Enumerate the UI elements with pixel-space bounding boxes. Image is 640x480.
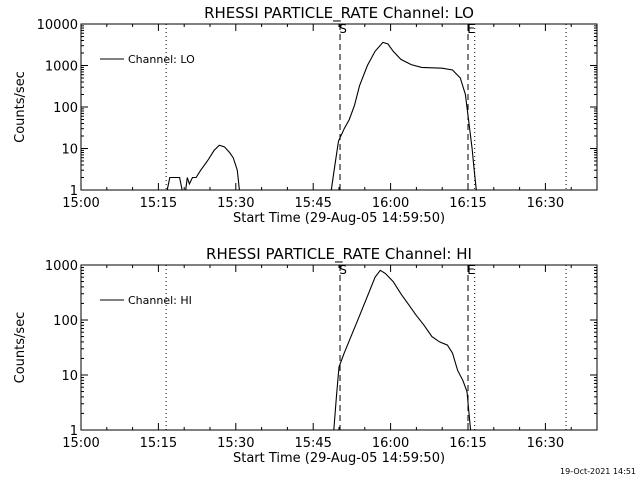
series-line-segment [166,176,183,191]
x-tick-label: 16:15 [449,196,486,211]
x-tick-label: 15:45 [294,436,331,451]
marker-label-e: E [467,263,475,277]
x-tick-label: 16:30 [527,196,564,211]
y-tick-label: 1 [70,184,78,199]
y-axis-label: Counts/sec [13,312,28,384]
x-tick-label: 15:00 [62,196,99,211]
series-line-segment [333,269,472,431]
x-tick-label: 15:45 [294,196,331,211]
footer-timestamp: 19-Oct-2021 14:51 [560,467,636,476]
legend-label: Channel: LO [128,53,195,66]
marker-label-e: E [467,22,475,36]
x-tick-label: 16:00 [372,436,409,451]
x-axis-label: Start Time (29-Aug-05 14:59:50) [233,211,445,226]
chart-panel-2: RHESSI PARTICLE_RATE Channel: HI 15:00 15:… [13,245,598,466]
y-tick-label: 1000 [45,60,78,75]
y-tick-label: 100 [53,101,78,116]
x-tick-label: 15:30 [217,196,254,211]
x-axis-label: Start Time (29-Aug-05 14:59:50) [233,451,445,466]
series-line-segment [185,144,240,191]
y-tick-label: 10 [61,143,78,158]
series-line-segment [330,41,477,191]
y-tick-label: 100 [53,314,78,329]
x-tick-label: 16:15 [449,436,486,451]
legend-label: Channel: HI [128,294,192,307]
x-tick-label: 15:15 [140,196,177,211]
y-tick-label: 1000 [45,259,78,274]
x-tick-label: 16:00 [372,196,409,211]
chart-title: RHESSI PARTICLE_RATE Channel: HI [206,245,472,264]
y-tick-label: 10 [61,369,78,384]
marker-label-s: S [339,263,347,277]
y-axis-label: Counts/sec [13,71,28,143]
x-tick-label: 15:00 [62,436,99,451]
x-tick-label: 15:15 [140,436,177,451]
marker-label-s: S [339,22,347,36]
y-tick-label: 1 [70,424,78,439]
x-tick-label: 16:30 [527,436,564,451]
plot-frame [80,264,598,431]
plot-frame [80,23,598,191]
chart-title: RHESSI PARTICLE_RATE Channel: LO [204,4,474,23]
y-tick-label: 10000 [37,18,78,33]
chart-panel-1: RHESSI PARTICLE_RATE Channel: LO 15:00 15:… [13,4,598,226]
x-tick-label: 15:30 [217,436,254,451]
